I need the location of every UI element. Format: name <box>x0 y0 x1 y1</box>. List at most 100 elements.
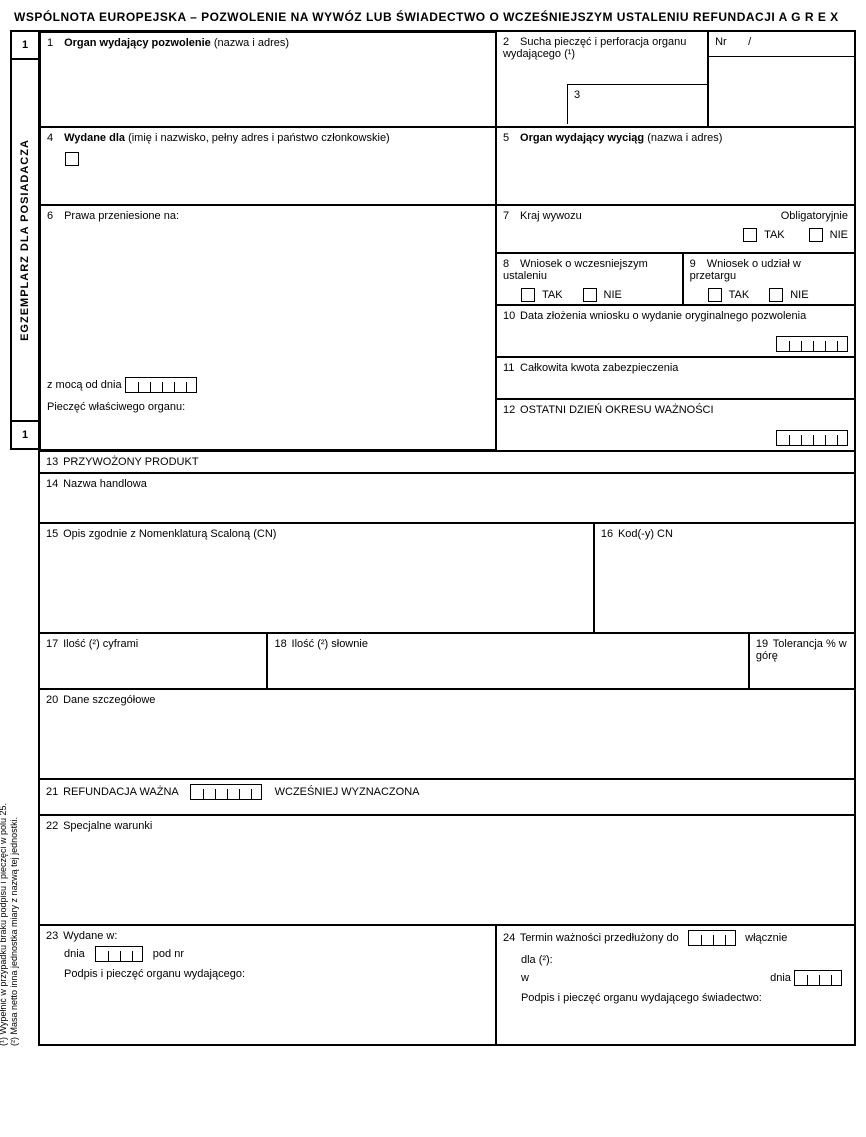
box-23: 23 Wydane w: dnia pod nr Podpis i pieczę… <box>39 925 496 1045</box>
nr-label: Nr <box>715 36 727 48</box>
side-label-text: EGZEMPLARZ DLA POSIADACZA <box>19 139 31 341</box>
box24-incl: włącznie <box>745 932 787 944</box>
box-16: 16 Kod(-y) CN <box>594 523 855 633</box>
box5-num: 5 <box>503 132 517 144</box>
box23-dnia: dnia <box>64 948 85 960</box>
box10-date[interactable] <box>776 336 848 352</box>
box24-dnia: dnia <box>770 972 791 984</box>
box9-num: 9 <box>690 258 704 270</box>
box7-mand: Obligatoryjnie <box>781 210 848 222</box>
box-6: 6 Prawa przeniesione na: z mocą od dnia … <box>39 205 496 451</box>
box24-date2[interactable] <box>794 970 842 986</box>
box16-label: Kod(-y) CN <box>618 528 673 540</box>
box6-date[interactable] <box>125 377 197 393</box>
box-7: 7 Kraj wywozu Obligatoryjnie TAK NIE <box>496 205 855 253</box>
box9-label: Wniosek o udział w przetargu <box>690 258 801 282</box>
box24-date1[interactable] <box>688 930 736 946</box>
box18-label: Ilość (²) słownie <box>292 638 368 650</box>
box-3: 3 <box>567 84 707 124</box>
box23-date[interactable] <box>95 946 143 962</box>
box-15: 15 Opis zgodnie z Nomenklaturą Scaloną (… <box>39 523 594 633</box>
box11-label: Całkowita kwota zabezpieczenia <box>520 362 678 374</box>
box18-num: 18 <box>274 638 288 650</box>
box6-label: Prawa przeniesione na: <box>64 210 179 222</box>
form-title: WSPÓLNOTA EUROPEJSKA – POZWOLENIE NA WYW… <box>10 10 856 24</box>
main-grid: 1 Organ wydający pozwolenie (nazwa i adr… <box>38 30 856 1046</box>
box2-num: 2 <box>503 36 517 48</box>
box1-sub: (nazwa i adres) <box>214 37 289 49</box>
box4-num: 4 <box>47 132 61 144</box>
box15-label: Opis zgodnie z Nomenklaturą Scaloną (CN) <box>63 528 276 540</box>
box11-num: 11 <box>503 362 517 374</box>
box21-sub: WCZEŚNIEJ WYZNACZONA <box>275 786 420 798</box>
box12-label: OSTATNI DZIEŃ OKRESU WAŻNOŚCI <box>520 404 714 416</box>
box-18: 18 Ilość (²) słownie <box>267 633 748 689</box>
box12-date[interactable] <box>776 430 848 446</box>
box4-sub: (imię i nazwisko, pełny adres i państwo … <box>128 132 390 144</box>
box24-num: 24 <box>503 932 517 944</box>
box-13: 13 PRZYWOŻONY PRODUKT <box>39 451 855 473</box>
box23-podnr: pod nr <box>153 948 184 960</box>
box3-num: 3 <box>574 89 588 101</box>
box20-num: 20 <box>46 694 60 706</box>
box21-label: REFUNDACJA WAŻNA <box>63 786 178 798</box>
box22-num: 22 <box>46 820 60 832</box>
box24-w: w <box>521 972 529 984</box>
box9-no-check[interactable] <box>769 288 783 302</box>
box14-label: Nazwa handlowa <box>63 478 147 490</box>
box23-sig: Podpis i pieczęć organu wydającego: <box>64 968 489 980</box>
box17-label: Ilość (²) cyframi <box>63 638 138 650</box>
box7-label: Kraj wywozu <box>520 210 582 222</box>
box8-no-check[interactable] <box>583 288 597 302</box>
box-17: 17 Ilość (²) cyframi <box>39 633 267 689</box>
box4-label: Wydane dla <box>64 132 125 144</box>
box-12: 12 OSTATNI DZIEŃ OKRESU WAŻNOŚCI <box>496 399 855 451</box>
box-10: 10 Data złożenia wniosku o wydanie orygi… <box>496 305 855 357</box>
box6-num: 6 <box>47 210 61 222</box>
box-5: 5 Organ wydający wyciąg (nazwa i adres) <box>496 127 855 205</box>
box7-num: 7 <box>503 210 517 222</box>
box8-yes: TAK <box>542 289 563 301</box>
box8-yes-check[interactable] <box>521 288 535 302</box>
box5-label: Organ wydający wyciąg <box>520 132 644 144</box>
box24-dla: dla (²): <box>521 954 848 966</box>
side-number-bottom: 1 <box>10 420 38 450</box>
box7-no: NIE <box>830 229 848 241</box>
box1-num: 1 <box>47 37 61 49</box>
box22-label: Specjalne warunki <box>63 820 152 832</box>
footnotes: (¹) Wypełnić w przypadku braku podpisu i… <box>0 803 20 1046</box>
box-21: 21 REFUNDACJA WAŻNA WCZEŚNIEJ WYZNACZONA <box>39 779 855 815</box>
box2-label: Sucha pieczęć i perforacja organu wydają… <box>503 36 686 60</box>
side-footnote-area: (¹) Wypełnić w przypadku braku podpisu i… <box>10 450 38 1046</box>
box9-yes: TAK <box>729 289 750 301</box>
box19-label: Tolerancja % w górę <box>756 638 847 662</box>
side-label-box: EGZEMPLARZ DLA POSIADACZA <box>10 60 38 420</box>
box2-nr: Nr / <box>708 31 855 57</box>
box-9: 9 Wniosek o udział w przetargu TAK NIE <box>683 253 855 305</box>
box12-num: 12 <box>503 404 517 416</box>
box19-num: 19 <box>756 638 770 650</box>
box21-date[interactable] <box>190 784 262 800</box>
box23-label: Wydane w: <box>63 930 117 942</box>
box10-num: 10 <box>503 310 517 322</box>
box20-label: Dane szczegółowe <box>63 694 155 706</box>
box24-sig: Podpis i pieczęć organu wydającego świad… <box>521 992 848 1004</box>
nr-slash: / <box>748 36 751 48</box>
box-1: 1 Organ wydający pozwolenie (nazwa i adr… <box>39 31 496 127</box>
box9-yes-check[interactable] <box>708 288 722 302</box>
box2-blank <box>708 57 855 127</box>
box-2: 2 Sucha pieczęć i perforacja organu wyda… <box>496 31 708 127</box>
box-24: 24 Termin ważności przedłużony do włączn… <box>496 925 855 1045</box>
box15-num: 15 <box>46 528 60 540</box>
box7-yes-check[interactable] <box>743 228 757 242</box>
box6-stamp: Pieczęć właściwego organu: <box>47 401 185 413</box>
box24-label: Termin ważności przedłużony do <box>520 932 679 944</box>
box13-num: 13 <box>46 456 60 468</box>
footnote-1: (¹) Wypełnić w przypadku braku podpisu i… <box>0 803 9 1046</box>
box7-no-check[interactable] <box>809 228 823 242</box>
box-8: 8 Wniosek o wczesniejszym ustaleniu TAK … <box>496 253 683 305</box>
box4-checkbox[interactable] <box>65 152 79 166</box>
box-4: 4 Wydane dla (imię i nazwisko, pełny adr… <box>39 127 496 205</box>
footnote-2: (²) Masa netto inna jednostka miary z na… <box>9 803 20 1046</box>
box-11: 11 Całkowita kwota zabezpieczenia <box>496 357 855 399</box>
